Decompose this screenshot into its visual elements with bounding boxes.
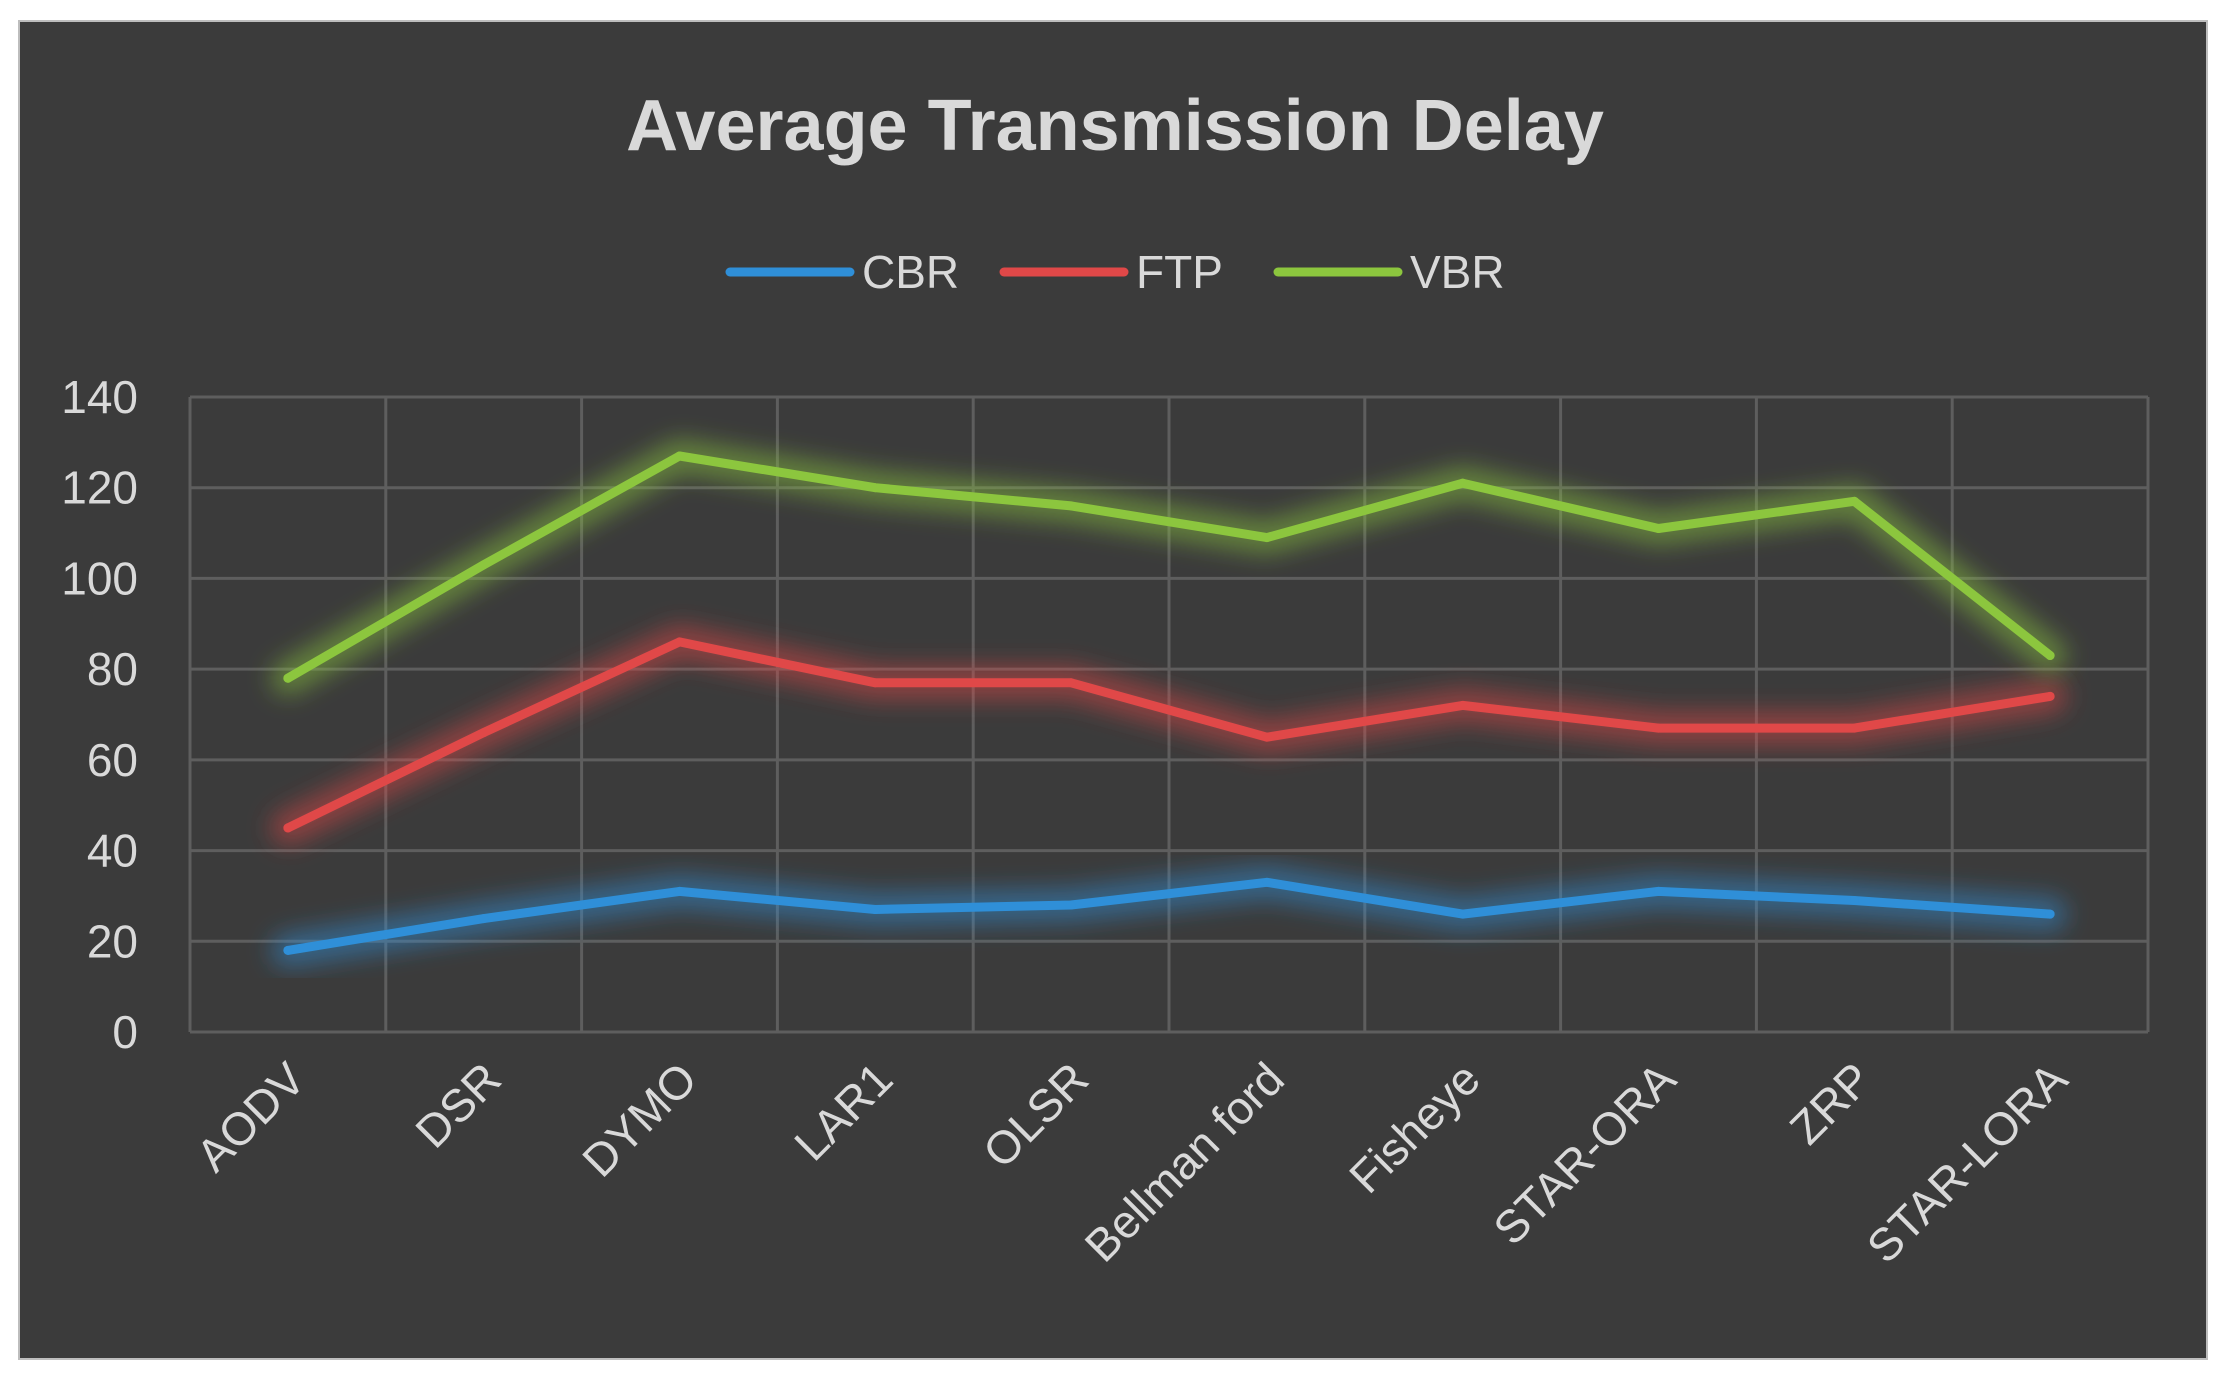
data-point-ftp [1262, 732, 1272, 742]
x-tick-label: STAR-ORA [1483, 1052, 1686, 1255]
series-lines [283, 451, 2055, 955]
legend-label: CBR [862, 246, 959, 298]
y-axis-ticks: 0 20 40 60 80 100 120 140 [61, 371, 138, 1058]
chart-svg: Average Transmission Delay CBR FTP VBR 0 20… [61, 86, 2150, 1273]
data-point-ftp [870, 678, 880, 688]
data-point-vbr [479, 560, 489, 570]
data-point-vbr [1654, 524, 1663, 534]
y-tick-label: 0 [112, 1006, 138, 1058]
x-tick-label: Bellman ford [1075, 1052, 1294, 1271]
series-line-cbr [283, 877, 2055, 955]
data-point-cbr [675, 886, 684, 896]
x-tick-label: OLSR [973, 1052, 1098, 1177]
legend-label: VBR [1410, 246, 1505, 298]
data-point-cbr [479, 914, 489, 924]
x-tick-label: ZRP [1780, 1052, 1882, 1154]
series-line-vbr [283, 451, 2055, 683]
data-point-vbr [1849, 496, 1859, 506]
data-point-ftp [1849, 723, 1859, 733]
data-point-ftp [1458, 700, 1468, 710]
data-point-cbr [1066, 900, 1076, 910]
data-point-vbr [2045, 651, 2055, 661]
y-tick-label: 120 [61, 462, 138, 514]
series-line-ftp [283, 637, 2055, 833]
data-point-vbr [870, 483, 880, 493]
data-point-vbr [675, 451, 684, 461]
x-tick-label: DYMO [572, 1052, 706, 1186]
data-point-ftp [675, 637, 684, 647]
y-tick-label: 20 [87, 915, 138, 967]
data-point-vbr [1066, 501, 1076, 511]
legend-label: FTP [1136, 246, 1223, 298]
chart-title: Average Transmission Delay [626, 86, 1604, 166]
data-point-cbr [1849, 895, 1859, 905]
legend-item-vbr: VBR [1273, 246, 1505, 298]
data-point-cbr [1654, 886, 1663, 896]
data-point-ftp [2045, 691, 2055, 701]
data-point-cbr [1262, 877, 1272, 887]
data-point-cbr [1458, 909, 1468, 919]
x-tick-label: LAR1 [784, 1052, 902, 1170]
y-tick-label: 60 [87, 734, 138, 786]
data-point-cbr [2045, 909, 2055, 919]
data-point-ftp [479, 728, 489, 738]
data-point-ftp [1066, 678, 1076, 688]
data-point-vbr [283, 673, 293, 683]
data-point-vbr [1458, 478, 1468, 488]
data-point-cbr [283, 945, 293, 955]
x-tick-label: Fisheye [1339, 1052, 1490, 1203]
x-tick-label: DSR [405, 1052, 510, 1157]
data-point-cbr [870, 905, 880, 915]
y-tick-label: 140 [61, 371, 138, 423]
data-point-ftp [1654, 723, 1663, 733]
legend: CBR FTP VBR [725, 246, 1505, 298]
data-point-ftp [283, 823, 293, 833]
x-tick-label: STAR-LORA [1857, 1052, 2078, 1273]
y-tick-label: 80 [87, 643, 138, 695]
x-tick-label: AODV [186, 1052, 315, 1181]
legend-item-ftp: FTP [999, 246, 1223, 298]
legend-item-cbr: CBR [725, 246, 959, 298]
y-tick-label: 100 [61, 552, 138, 604]
y-tick-label: 40 [87, 825, 138, 877]
chart-frame: Average Transmission Delay CBR FTP VBR 0 20… [18, 20, 2208, 1360]
data-point-vbr [1262, 533, 1272, 543]
